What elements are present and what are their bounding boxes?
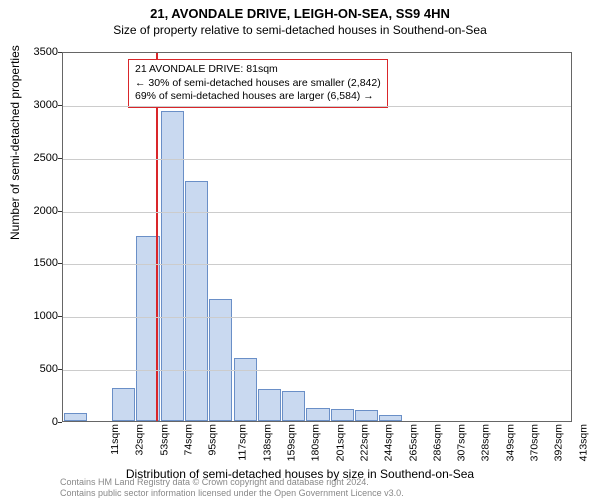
annotation-line1: 21 AVONDALE DRIVE: 81sqm xyxy=(135,63,381,77)
xtick-label: 413sqm xyxy=(577,424,589,461)
histogram-bar xyxy=(112,388,135,421)
xtick-label: 370sqm xyxy=(528,424,540,461)
histogram-bar xyxy=(234,358,257,421)
footer-line2: Contains public sector information licen… xyxy=(60,488,404,498)
ytick-label: 1500 xyxy=(8,257,58,269)
ytick-label: 2000 xyxy=(8,205,58,217)
gridline xyxy=(63,159,571,160)
histogram-bar xyxy=(185,181,208,421)
ytick-mark xyxy=(58,211,62,212)
ytick-mark xyxy=(58,105,62,106)
xtick-label: 307sqm xyxy=(456,424,468,461)
ytick-mark xyxy=(58,316,62,317)
xtick-label: 201sqm xyxy=(334,424,346,461)
annotation-box: 21 AVONDALE DRIVE: 81sqm ← 30% of semi-d… xyxy=(128,59,388,108)
histogram-bar xyxy=(258,389,281,421)
xtick-label: 53sqm xyxy=(158,424,170,456)
ytick-label: 3000 xyxy=(8,99,58,111)
xtick-label: 265sqm xyxy=(407,424,419,461)
footer-attribution: Contains HM Land Registry data © Crown c… xyxy=(60,477,404,498)
ytick-label: 500 xyxy=(8,363,58,375)
ytick-mark xyxy=(58,263,62,264)
ytick-mark xyxy=(58,422,62,423)
ytick-label: 3500 xyxy=(8,46,58,58)
annotation-line3: 69% of semi-detached houses are larger (… xyxy=(135,90,381,104)
chart-plot-area: 21 AVONDALE DRIVE: 81sqm ← 30% of semi-d… xyxy=(62,52,572,422)
histogram-bar xyxy=(355,410,378,421)
xtick-label: 95sqm xyxy=(207,424,219,456)
ytick-mark xyxy=(58,52,62,53)
xtick-label: 117sqm xyxy=(236,424,248,461)
ytick-mark xyxy=(58,158,62,159)
gridline xyxy=(63,370,571,371)
gridline xyxy=(63,106,571,107)
bars-container xyxy=(63,53,571,421)
histogram-bar xyxy=(306,408,329,421)
xtick-label: 349sqm xyxy=(504,424,516,461)
histogram-bar xyxy=(282,391,305,421)
histogram-bar xyxy=(331,409,354,421)
annotation-line2: ← 30% of semi-detached houses are smalle… xyxy=(135,77,381,91)
histogram-bar xyxy=(379,415,402,421)
xtick-label: 138sqm xyxy=(261,424,273,461)
xtick-label: 74sqm xyxy=(183,424,195,456)
footer-line1: Contains HM Land Registry data © Crown c… xyxy=(60,477,404,487)
chart-subtitle: Size of property relative to semi-detach… xyxy=(0,23,600,37)
ytick-label: 0 xyxy=(8,416,58,428)
chart-title-address: 21, AVONDALE DRIVE, LEIGH-ON-SEA, SS9 4H… xyxy=(0,6,600,21)
marker-line xyxy=(156,53,158,421)
gridline xyxy=(63,317,571,318)
histogram-bar xyxy=(64,413,87,421)
xtick-label: 244sqm xyxy=(383,424,395,461)
xtick-label: 392sqm xyxy=(553,424,565,461)
xtick-label: 11sqm xyxy=(109,424,121,455)
gridline xyxy=(63,264,571,265)
gridline xyxy=(63,212,571,213)
xtick-label: 328sqm xyxy=(480,424,492,461)
ytick-label: 2500 xyxy=(8,152,58,164)
ytick-label: 1000 xyxy=(8,310,58,322)
ytick-mark xyxy=(58,369,62,370)
xtick-label: 180sqm xyxy=(310,424,322,461)
xtick-label: 32sqm xyxy=(134,424,146,456)
xtick-label: 286sqm xyxy=(431,424,443,461)
xtick-label: 159sqm xyxy=(286,424,298,461)
xtick-label: 222sqm xyxy=(358,424,370,461)
